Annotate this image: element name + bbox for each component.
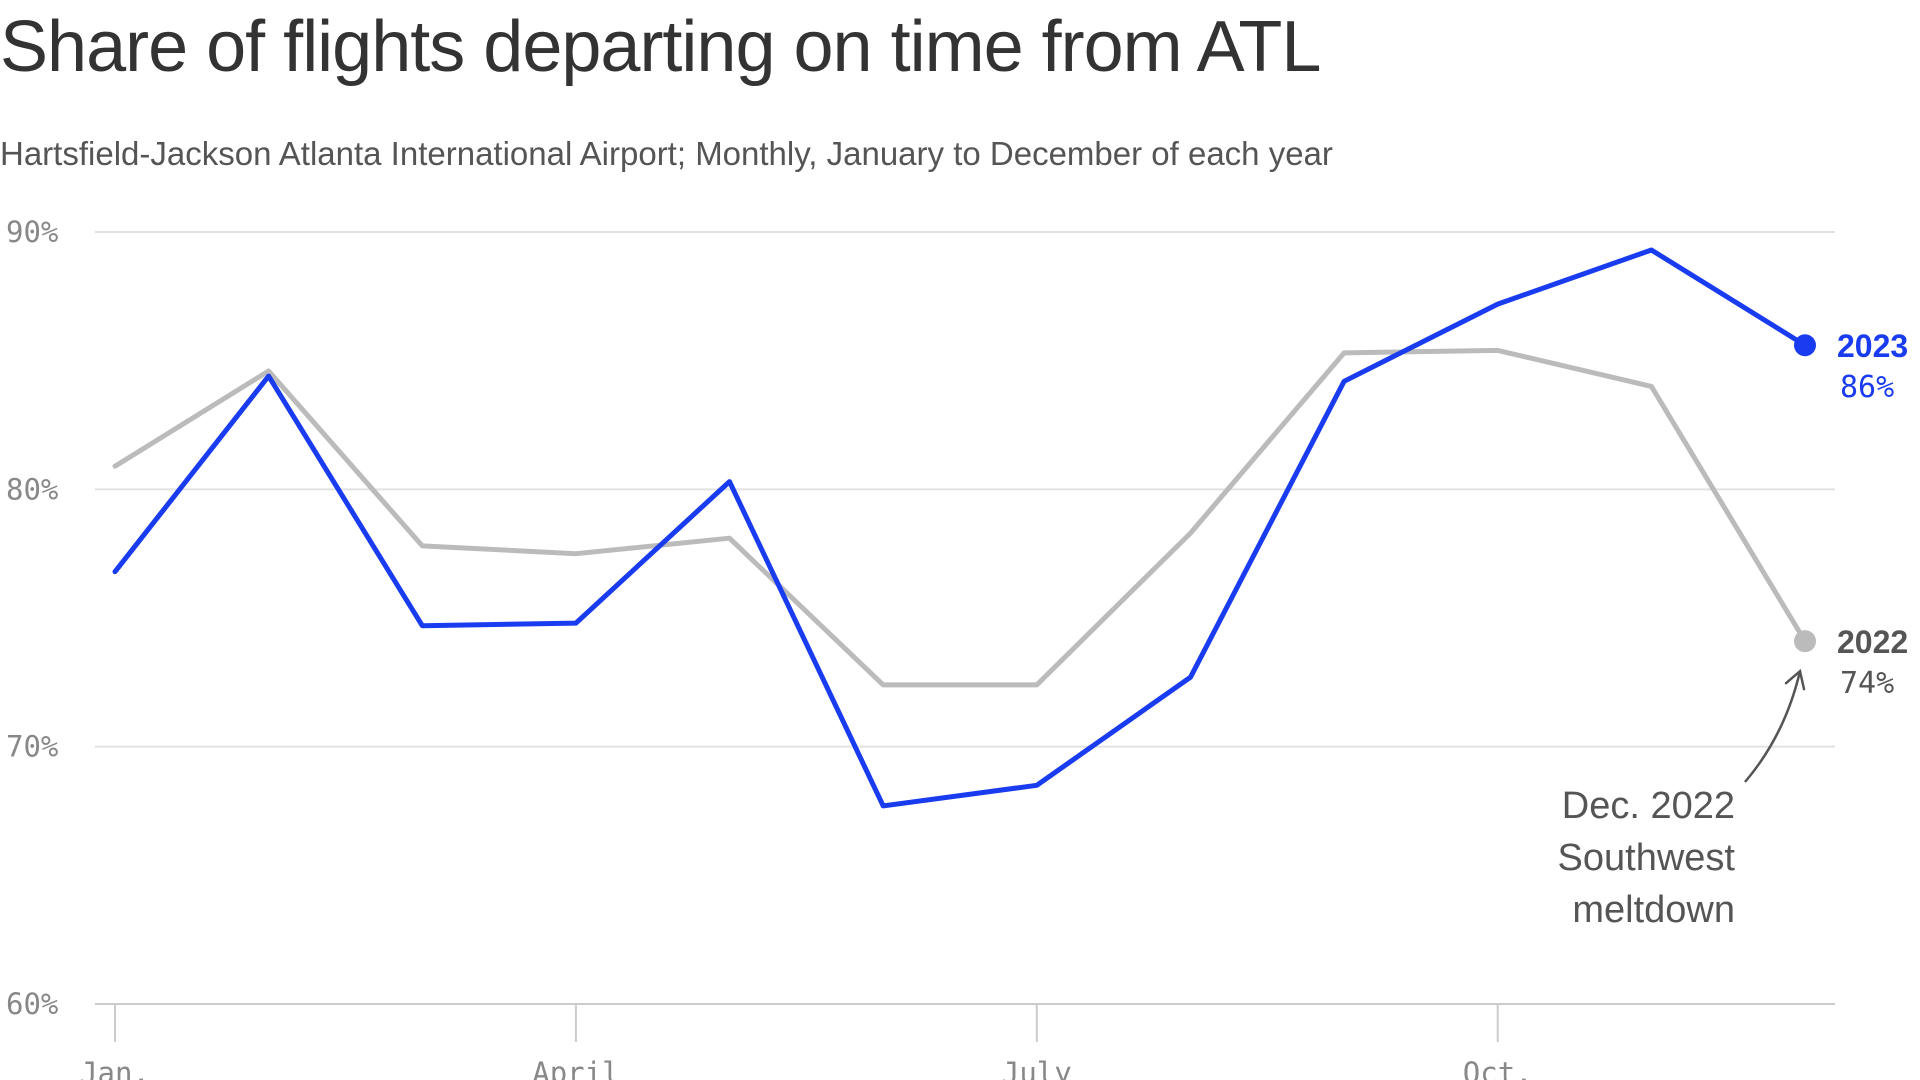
annotation-arrow	[1744, 670, 1802, 783]
y-tick-label: 80%	[6, 472, 58, 506]
series-end-labels: 2022 74% 2023 86%	[1837, 328, 1908, 701]
x-tick-label: July	[1002, 1056, 1072, 1080]
end-point-2022	[1794, 630, 1816, 653]
series-lines	[112, 247, 1816, 809]
x-tick-label: Oct.	[1463, 1056, 1533, 1080]
annotation-text-line: meltdown	[1572, 889, 1735, 931]
y-tick-label: 60%	[6, 987, 58, 1021]
series-name-label: 2023	[1837, 328, 1908, 364]
y-axis-ticks: 90% 80% 70% 60%	[6, 215, 58, 1021]
end-point-2023	[1794, 334, 1816, 357]
series-line-2023	[112, 247, 1808, 809]
series-value-label: 86%	[1840, 370, 1894, 405]
annotation-text-line: Southwest	[1558, 837, 1736, 879]
x-tick-label: Jan.	[80, 1056, 150, 1080]
series-value-label: 74%	[1840, 666, 1894, 701]
chart-title: Share of flights departing on time from …	[0, 7, 1321, 87]
y-tick-label: 90%	[6, 215, 58, 249]
annotation-text-line: Dec. 2022	[1562, 785, 1735, 827]
y-tick-label: 70%	[6, 730, 58, 764]
chart-subtitle: Hartsfield-Jackson Atlanta International…	[0, 135, 1333, 172]
x-axis-ticks: Jan. April July Oct.	[80, 1004, 1533, 1080]
series-name-label: 2022	[1837, 624, 1908, 660]
x-tick-label: April	[532, 1056, 619, 1080]
annotation-arrowhead	[1784, 668, 1806, 691]
annotation: Dec. 2022 Southwest meltdown	[1558, 668, 1806, 931]
series-line-2022	[112, 347, 1808, 688]
grid-lines	[95, 231, 1835, 1005]
